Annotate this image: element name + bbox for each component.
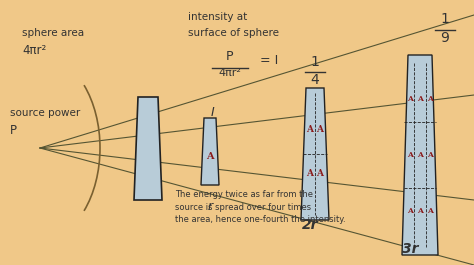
Text: A: A — [307, 170, 313, 179]
Polygon shape — [301, 88, 329, 220]
Text: 1: 1 — [310, 55, 319, 69]
Polygon shape — [134, 97, 162, 200]
Text: A: A — [407, 95, 413, 103]
Text: = I: = I — [260, 54, 278, 67]
Text: A: A — [417, 95, 423, 103]
Polygon shape — [402, 55, 438, 255]
Text: A: A — [317, 170, 323, 179]
Text: 4: 4 — [310, 73, 319, 87]
Text: A: A — [427, 207, 433, 215]
Text: 4πr²: 4πr² — [219, 68, 241, 78]
Text: P: P — [10, 124, 17, 137]
Text: A: A — [427, 95, 433, 103]
Text: A: A — [407, 207, 413, 215]
Text: surface of sphere: surface of sphere — [188, 28, 279, 38]
Text: 4πr²: 4πr² — [22, 44, 46, 57]
Text: source power: source power — [10, 108, 80, 118]
Text: intensity at: intensity at — [188, 12, 247, 22]
Text: 9: 9 — [440, 31, 449, 45]
Text: A: A — [206, 152, 214, 161]
Text: A: A — [417, 151, 423, 159]
Text: 2r: 2r — [302, 218, 318, 232]
Text: 1: 1 — [440, 12, 449, 26]
Text: I: I — [211, 106, 215, 119]
Text: A: A — [427, 151, 433, 159]
Text: A: A — [417, 207, 423, 215]
Text: A: A — [307, 125, 313, 134]
Text: 3r: 3r — [402, 242, 418, 256]
Text: sphere area: sphere area — [22, 28, 84, 38]
Text: A: A — [407, 151, 413, 159]
Polygon shape — [201, 118, 219, 185]
Text: r: r — [208, 200, 212, 213]
Text: The energy twice as far from the
source is spread over four times
the area, henc: The energy twice as far from the source … — [175, 190, 346, 224]
Text: A: A — [317, 125, 323, 134]
Text: P: P — [226, 50, 234, 63]
